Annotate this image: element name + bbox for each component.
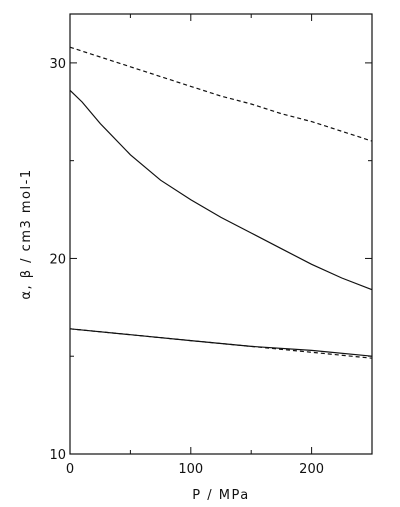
tick-labels: 0 100 200 10 20 30 [49,57,324,477]
series-line-2 [69,89,373,291]
series-line-1 [69,46,373,142]
y-axis-label: α, β / cm3 mol-1 [19,168,34,299]
plot-frame [69,13,373,455]
x-tick-label: 0 [66,462,74,477]
x-axis-label: P / MPa [192,488,249,503]
x-tick-label: 200 [299,462,324,477]
x-tick-label: 100 [178,462,203,477]
y-tick-label: 10 [49,448,66,463]
series-layer [69,46,373,359]
y-tick-label: 20 [49,252,66,267]
axis-ticks [69,14,373,455]
series-line-4 [69,328,373,359]
y-tick-label: 30 [49,57,66,72]
